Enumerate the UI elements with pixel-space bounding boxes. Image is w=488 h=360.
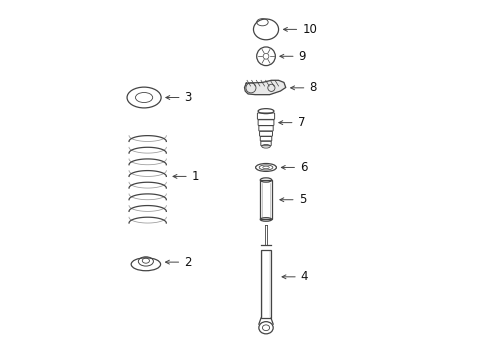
Text: 10: 10: [302, 23, 316, 36]
Bar: [261, 249, 270, 318]
Text: 5: 5: [298, 193, 305, 206]
Text: 9: 9: [298, 50, 305, 63]
Text: 8: 8: [309, 81, 316, 94]
Bar: [260, 180, 271, 220]
Text: 7: 7: [297, 116, 305, 129]
Text: 4: 4: [300, 270, 307, 283]
Text: 1: 1: [191, 170, 199, 183]
Text: 3: 3: [184, 91, 192, 104]
Text: 6: 6: [300, 161, 307, 174]
Text: 2: 2: [184, 256, 191, 269]
Polygon shape: [244, 80, 285, 95]
